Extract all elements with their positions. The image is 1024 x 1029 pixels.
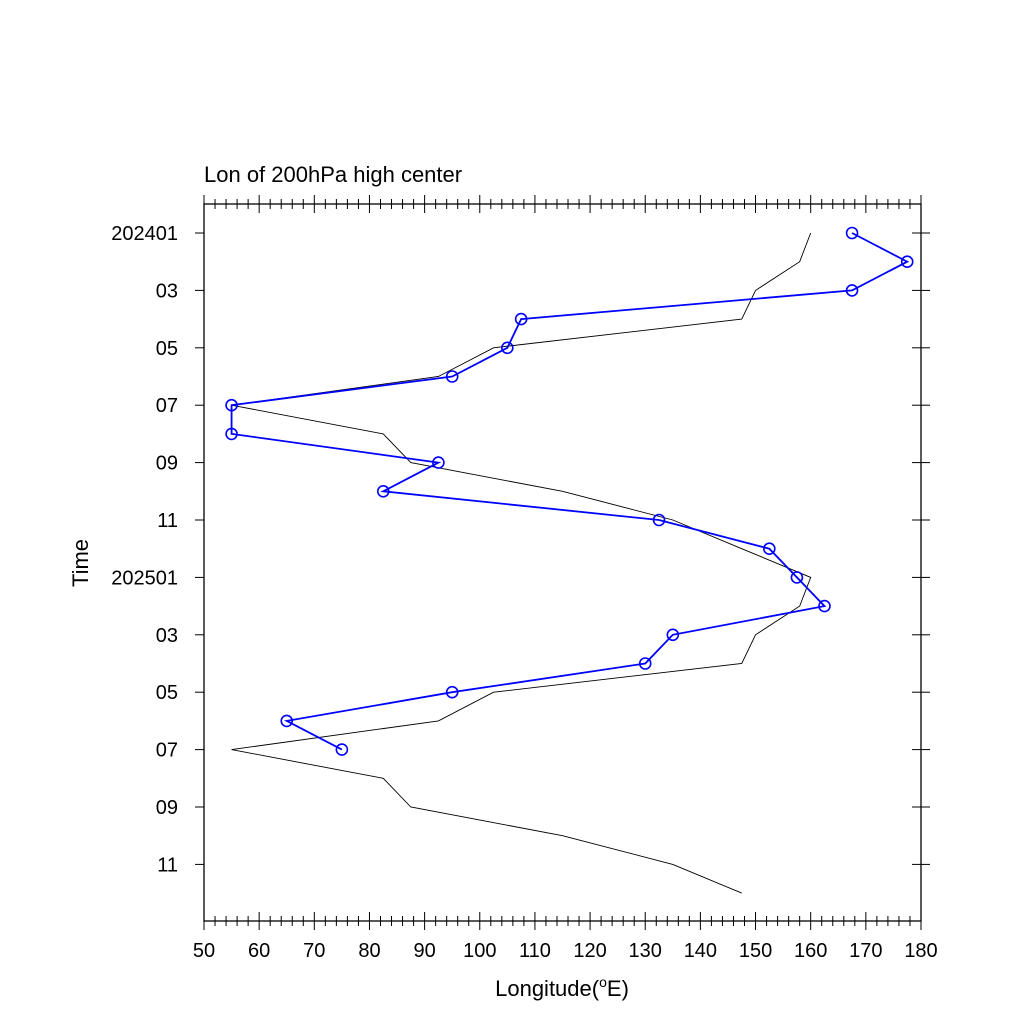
y-tick-label: 03 [156,280,178,302]
y-tick-label: 07 [156,740,178,762]
data-point-marker [845,226,859,240]
data-point-marker [666,628,680,642]
y-tick-label: 11 [157,510,178,532]
x-tick-label: 160 [794,940,827,962]
x-tick-label: 70 [303,940,325,962]
data-point-marker [790,571,804,584]
x-tick-label: 90 [413,940,435,962]
x-tick-label: 170 [849,940,882,962]
series-layer [225,226,914,894]
x-tick-label: 60 [248,940,270,962]
chart-title: Lon of 200hPa high center [204,162,462,187]
x-axis-title: Longitude(oE) [495,974,629,1001]
data-point-marker [845,284,859,297]
y-tick-label: 05 [156,338,178,360]
series-line-black [231,232,812,894]
y-tick-label: 09 [156,797,178,819]
data-point-marker [638,657,652,670]
y-tick-label: 202401 [111,223,178,245]
x-axis-title-end: E) [607,976,629,1001]
y-axis-title: Time [68,539,93,587]
y-tick-label: 202501 [111,567,178,589]
data-point-marker [818,599,831,613]
plot-frame [203,203,922,922]
data-point-marker [514,312,528,326]
data-point-marker [376,484,390,498]
data-point-marker [900,255,914,269]
data-point-marker [652,513,666,527]
data-point-marker [225,427,238,441]
x-tick-label: 150 [739,940,772,962]
y-tick-label: 03 [156,625,178,647]
x-tick-label: 50 [193,940,215,962]
x-axis-title-superscript: o [599,974,607,990]
data-point-marker [225,398,238,412]
x-tick-label: 80 [358,940,380,962]
x-tick-label: 120 [573,940,606,962]
y-tick-label: 09 [156,453,178,475]
x-tick-label: 140 [684,940,717,962]
labels-layer: 50 60 70 80 90 100 110 120 130 140 150 160 170 180 202… [111,223,937,962]
data-point-marker [432,456,445,469]
x-tick-label: 110 [519,940,551,962]
y-tick-label: 05 [156,682,178,704]
data-point-marker [763,542,776,556]
series-line-blue [230,232,910,751]
data-point-marker [501,341,514,355]
x-tick-label: 100 [463,940,496,962]
x-tick-label: 130 [629,940,662,962]
x-tick-label: 180 [904,940,937,962]
y-tick-label: 11 [157,854,178,876]
y-tick-label: 07 [156,395,178,417]
x-axis-title-main: Longitude( [495,976,600,1001]
data-point-marker [445,370,459,383]
data-point-marker [445,685,459,699]
ticks-layer [195,195,930,930]
data-point-marker [280,714,294,728]
data-point-marker [335,743,349,756]
